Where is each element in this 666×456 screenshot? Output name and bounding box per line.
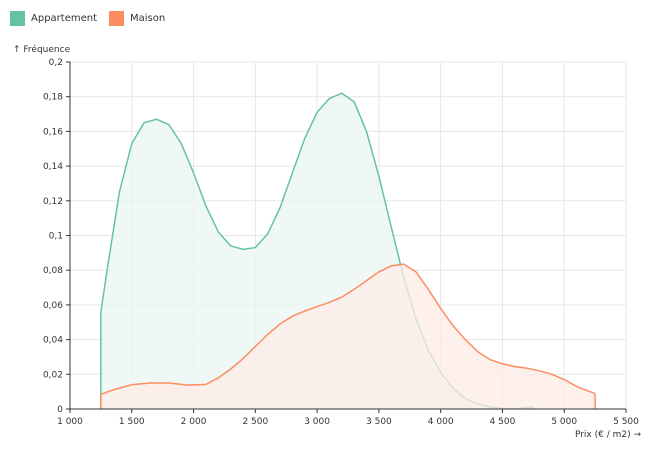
y-tick-label: 0,06 — [43, 301, 63, 311]
series-areas — [100, 92, 596, 410]
legend-swatch-maison — [109, 11, 125, 26]
x-tick-label: 3 000 — [304, 417, 330, 427]
legend-item-maison: Maison — [109, 11, 165, 26]
x-tick-label: 2 000 — [181, 417, 207, 427]
y-tick-label: 0,02 — [43, 370, 63, 380]
y-tick-label: 0,2 — [49, 58, 63, 68]
line-maison — [100, 263, 596, 396]
legend-item-appartement: Appartement — [10, 11, 97, 26]
x-tick-label: 4 000 — [428, 417, 454, 427]
x-tick-label: 2 500 — [242, 417, 268, 427]
y-tick-label: 0,14 — [43, 162, 63, 172]
x-tick-label: 3 500 — [366, 417, 392, 427]
legend-label-maison: Maison — [130, 13, 166, 24]
x-axis-title: Prix (€ / m2) → — [575, 430, 642, 440]
x-tick-label: 5 000 — [551, 417, 577, 427]
y-tick-label: 0,18 — [43, 93, 63, 103]
axes: 1 000 1 500 2 000 2 500 3 000 3 500 4 000 4 500… — [43, 58, 639, 427]
y-tick-label: 0,04 — [43, 336, 63, 346]
x-tick-label: 5 500 — [613, 417, 639, 427]
y-tick-label: 0 — [57, 405, 63, 415]
x-tick-label: 1 500 — [119, 417, 145, 427]
x-tick-label: 4 500 — [490, 417, 516, 427]
legend-label-appartement: Appartement — [31, 13, 98, 24]
x-tick-label: 1 000 — [57, 417, 83, 427]
y-tick-label: 0,08 — [43, 266, 63, 276]
legend-swatch-appartement — [10, 11, 25, 26]
legend: Appartement Maison — [10, 11, 165, 26]
y-tick-label: 0,1 — [49, 232, 63, 242]
area-maison — [100, 264, 596, 409]
area-appartement — [100, 93, 534, 409]
y-tick-label: 0,12 — [43, 197, 63, 207]
y-axis-title: ↑ Fréquence — [13, 44, 71, 55]
y-tick-label: 0,16 — [43, 127, 63, 137]
